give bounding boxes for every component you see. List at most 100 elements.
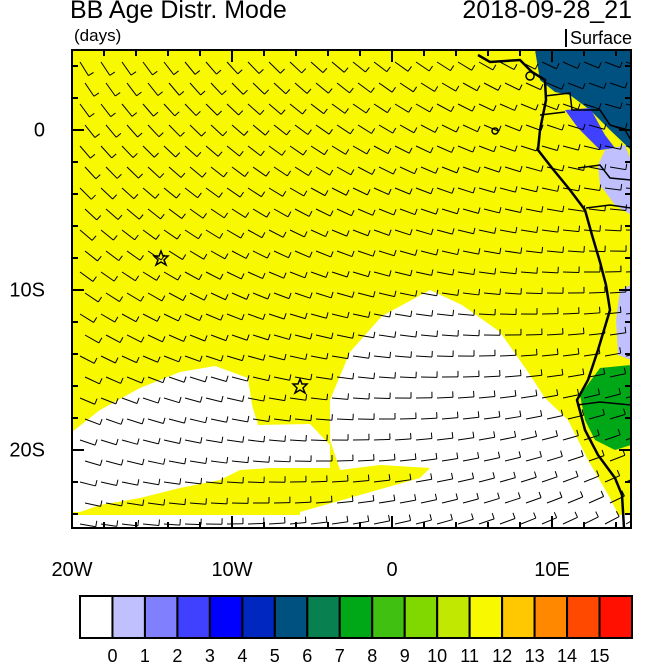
- wind-barb: [184, 355, 203, 362]
- wind-barb: [499, 349, 517, 357]
- wind-barb: [436, 103, 455, 113]
- wind-barb: [562, 429, 579, 441]
- wind-barb: [478, 308, 496, 316]
- wind-barb: [420, 330, 439, 338]
- colorbar-label: 6: [302, 646, 313, 666]
- star-marker: [291, 376, 309, 395]
- wind-barb: [205, 61, 222, 75]
- wind-barb: [546, 246, 564, 253]
- wind-barb: [226, 436, 245, 443]
- wind-barb: [520, 308, 538, 315]
- wind-barb: [163, 61, 179, 76]
- wind-barb: [210, 457, 229, 464]
- wind-barb: [525, 124, 544, 131]
- wind-barb: [625, 354, 631, 357]
- wind-barb: [415, 269, 434, 276]
- wind-barb: [289, 353, 308, 360]
- wind-barb: [541, 430, 558, 441]
- wind-barb: [121, 355, 140, 364]
- wind-barb: [142, 229, 160, 240]
- wind-barb: [420, 412, 438, 420]
- wind-barb: [84, 82, 100, 97]
- wind-barb: [520, 267, 538, 274]
- colorbar-swatch: [208, 595, 244, 639]
- wind-barb: [126, 166, 144, 179]
- wind-barb: [483, 410, 501, 420]
- wind-barb: [504, 82, 523, 91]
- wind-barb: [499, 267, 518, 275]
- wind-barb: [336, 332, 355, 339]
- wind-barb: [441, 248, 460, 256]
- wind-barb: [415, 228, 434, 236]
- wind-barb: [562, 266, 580, 273]
- wind-barb: [184, 187, 202, 199]
- wind-barb: [268, 271, 287, 279]
- wind-barb: [462, 452, 480, 462]
- field-region-green: [580, 365, 631, 450]
- wind-barb: [268, 476, 286, 483]
- wind-barb: [163, 229, 181, 240]
- wind-barb: [100, 229, 118, 241]
- colorbar-label: 2: [172, 646, 183, 666]
- wind-barb: [499, 512, 516, 525]
- wind-barb: [273, 415, 292, 422]
- wind-barb: [147, 334, 166, 343]
- x-tick-label: 10W: [211, 559, 253, 581]
- wind-barb: [336, 495, 354, 504]
- wind-barb: [625, 479, 631, 483]
- wind-barb: [399, 124, 418, 134]
- wind-barb: [457, 309, 475, 316]
- wind-barb: [562, 347, 580, 357]
- wind-barb: [567, 246, 585, 253]
- wind-barb: [100, 145, 117, 159]
- wind-barb: [121, 438, 140, 445]
- wind-barb: [625, 396, 631, 399]
- wind-barb: [336, 208, 355, 217]
- wind-barb: [205, 229, 224, 239]
- wind-barb: [357, 291, 376, 298]
- wind-barb: [357, 82, 375, 93]
- wind-barb: [609, 408, 626, 420]
- wind-barb: [352, 392, 370, 400]
- wind-barb: [310, 312, 329, 319]
- wind-barb: [100, 103, 116, 118]
- wind-barb: [525, 246, 544, 254]
- wind-barb: [294, 208, 313, 217]
- colorbar-label: 12: [492, 646, 513, 666]
- wind-barb: [415, 350, 433, 358]
- wind-barb: [630, 250, 631, 251]
- wind-barb: [294, 414, 313, 422]
- wind-barb: [441, 452, 459, 462]
- wind-barb: [373, 61, 391, 73]
- wind-barb: [121, 145, 138, 158]
- wind-barb: [147, 458, 166, 465]
- x-tick-label: 10E: [534, 559, 570, 581]
- wind-barb: [630, 167, 631, 168]
- wind-barb: [504, 328, 522, 336]
- wind-barb: [126, 418, 145, 425]
- wind-barb: [294, 496, 312, 504]
- wind-barb: [441, 370, 459, 378]
- wind-barb: [499, 103, 518, 111]
- wind-barb: [483, 329, 501, 336]
- wind-barb: [541, 389, 559, 399]
- wind-barb: [268, 435, 286, 442]
- wind-barb: [378, 82, 396, 93]
- wind-barb: [294, 455, 312, 462]
- wind-barb: [583, 429, 600, 441]
- wind-barb: [79, 355, 98, 364]
- wind-barb: [457, 187, 476, 194]
- wind-barb: [478, 61, 497, 71]
- wind-barb: [247, 354, 266, 361]
- wind-barb: [105, 82, 121, 97]
- wind-barb: [226, 477, 244, 484]
- wind-barb: [331, 145, 350, 155]
- wind-barb: [625, 187, 631, 190]
- wind-barb: [315, 454, 333, 462]
- wind-barb: [100, 479, 119, 487]
- datetime-label: 2018-09-28_21: [462, 0, 632, 24]
- wind-barb: [546, 450, 563, 462]
- wind-barb: [525, 165, 544, 172]
- wind-barb: [541, 470, 558, 483]
- wind-barb: [205, 436, 224, 444]
